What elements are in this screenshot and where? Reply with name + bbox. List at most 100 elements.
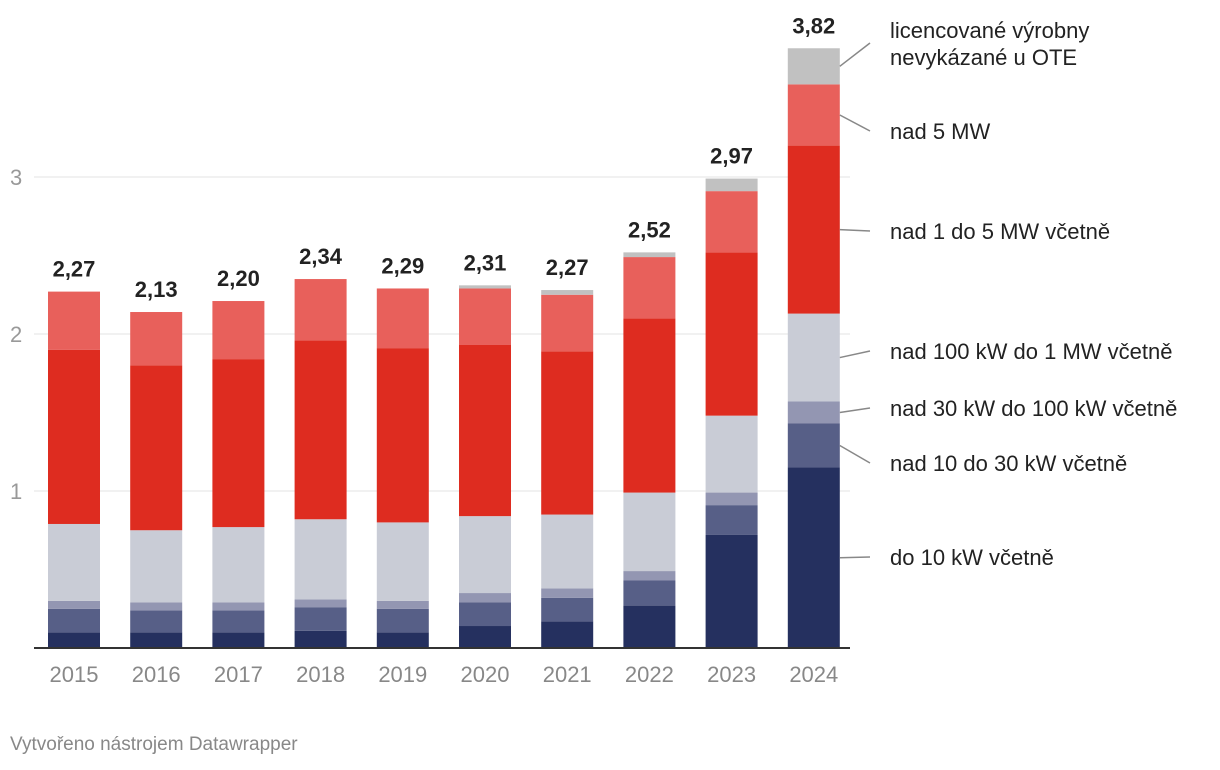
bar-segment [130, 530, 183, 603]
total-label: 2,13 [135, 277, 178, 302]
bar-segment [623, 318, 676, 493]
bar-segment [623, 257, 676, 319]
bar-segment [212, 632, 265, 648]
bar-segment [294, 279, 347, 341]
x-tick-label: 2017 [214, 662, 263, 687]
legend-connector [839, 556, 871, 559]
legend-label: nad 5 MW [890, 119, 990, 144]
bar-segment [376, 522, 429, 601]
bar-segment [787, 467, 840, 648]
legend-connector [839, 228, 871, 232]
total-label: 3,82 [792, 13, 835, 38]
legend-label: nevykázané u OTE [890, 45, 1077, 70]
bar-segment [130, 365, 183, 531]
bar-segment [48, 291, 100, 350]
footer-credit: Vytvořeno nástrojem Datawrapper [10, 734, 298, 755]
bar-segment [459, 516, 511, 594]
bar-segment [294, 630, 347, 648]
bar-segment [376, 632, 429, 648]
bar-segment [541, 597, 594, 622]
legend-connector [839, 407, 871, 414]
bar-segment [623, 492, 676, 572]
bar-segment [212, 527, 265, 603]
total-label: 2,97 [710, 144, 753, 169]
bar-segment [294, 607, 347, 631]
legend-label: nad 10 do 30 kW včetně [890, 451, 1127, 476]
bar-segment [48, 608, 100, 633]
total-label: 2,31 [464, 250, 507, 275]
bar-segment [541, 621, 594, 648]
total-label: 2,34 [299, 244, 343, 269]
bar-segment [459, 285, 511, 289]
bar-segment [541, 588, 594, 598]
bar-segment [376, 600, 429, 609]
x-tick-label: 2020 [461, 662, 510, 687]
bar-segment [376, 348, 429, 523]
legend-connector [839, 444, 871, 464]
bar-segment [787, 84, 840, 146]
x-tick-label: 2022 [625, 662, 674, 687]
x-tick-label: 2018 [296, 662, 345, 687]
bar-segment [459, 288, 511, 345]
bar-segment [541, 351, 594, 515]
bar-segment [705, 252, 758, 416]
x-tick-label: 2023 [707, 662, 756, 687]
bar-segment [623, 605, 676, 648]
bar-segment [376, 288, 429, 349]
bar-segment [787, 401, 840, 424]
bar-segment [130, 312, 183, 366]
x-tick-label: 2021 [543, 662, 592, 687]
legend-label: nad 100 kW do 1 MW včetně [890, 339, 1172, 364]
bar-segment [130, 610, 183, 633]
legend-connector [839, 350, 871, 359]
bar-segment [48, 632, 100, 648]
legend-label: nad 30 kW do 100 kW včetně [890, 396, 1177, 421]
bar-segment [705, 415, 758, 493]
bar-segment [541, 294, 594, 352]
x-tick-label: 2015 [50, 662, 99, 687]
bar-segment [623, 580, 676, 606]
bar-segment [459, 602, 511, 627]
bar-segment [459, 344, 511, 517]
bar-segment [705, 191, 758, 253]
legend-connector [839, 114, 871, 132]
bar-segment [623, 571, 676, 581]
bar-segment [541, 514, 594, 589]
bar-segment [787, 423, 840, 468]
bar-segment [705, 534, 758, 648]
bar-segment [705, 492, 758, 506]
y-tick-label: 3 [10, 165, 22, 190]
bar-segment [212, 301, 265, 360]
bar-segment [48, 349, 100, 524]
legend-label: do 10 kW včetně [890, 545, 1054, 570]
bar-segment [705, 505, 758, 535]
total-label: 2,20 [217, 266, 260, 291]
bar-segment [130, 632, 183, 648]
bar-segment [212, 610, 265, 633]
bar-segment [787, 313, 840, 402]
total-label: 2,29 [381, 253, 424, 278]
bar-segment [294, 599, 347, 608]
bar-segment [459, 593, 511, 603]
legend-label: nad 1 do 5 MW včetně [890, 219, 1110, 244]
bar-segment [787, 48, 840, 85]
y-tick-label: 1 [10, 479, 22, 504]
y-tick-label: 2 [10, 322, 22, 347]
total-label: 2,27 [546, 255, 589, 280]
bar-segment [212, 359, 265, 528]
bar-segment [459, 626, 511, 648]
total-label: 2,52 [628, 217, 671, 242]
legend-label: licencované výrobny [890, 18, 1089, 43]
bar-segment [623, 252, 676, 258]
bar-segment [376, 608, 429, 633]
legend-connector [839, 42, 871, 67]
x-tick-label: 2019 [378, 662, 427, 687]
bar-segment [294, 519, 347, 600]
bar-segment [48, 600, 100, 609]
bar-segment [787, 145, 840, 314]
stacked-bar-chart: 1 2 3 2,27 2015 2,13 2016 2,20 2017 2,34 2018 2,29 2… [10, 13, 1177, 687]
bar-segment [212, 602, 265, 611]
bar-segment [541, 290, 594, 295]
bar-segment [48, 523, 100, 601]
